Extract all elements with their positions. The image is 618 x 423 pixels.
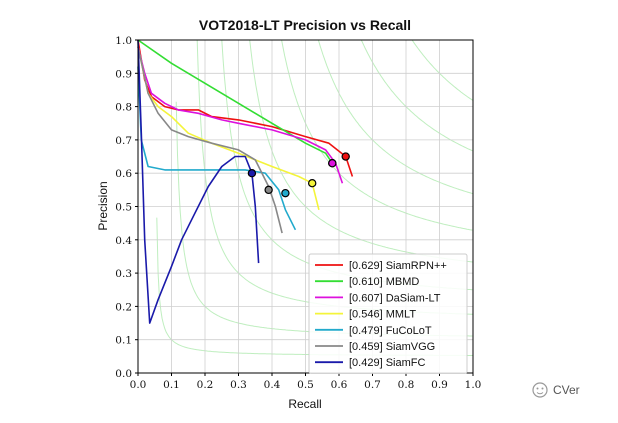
iso-f-contour <box>360 40 473 152</box>
x-tick-label: 0.1 <box>163 379 180 391</box>
x-tick-label: 0.8 <box>398 379 415 391</box>
iso-f-contour <box>411 40 473 101</box>
y-tick-label: 0.3 <box>115 268 132 280</box>
x-tick-labels: 0.0 0.1 0.2 0.3 0.4 0.5 0.6 0.7 0.8 0.9 1.0 <box>130 373 482 391</box>
x-axis-label: Recall <box>288 397 321 411</box>
chart-title: VOT2018-LT Precision vs Recall <box>199 17 411 33</box>
y-tick-label: 0.9 <box>115 68 132 80</box>
x-tick-label: 0.3 <box>230 379 247 391</box>
y-tick-label: 0.7 <box>115 135 132 147</box>
x-tick-label: 0.2 <box>197 379 214 391</box>
legend-label-2: [0.607] DaSiam-LT <box>349 292 441 304</box>
series-layer <box>137 39 354 324</box>
series-line-1 <box>137 39 333 164</box>
x-tick-label: 0.4 <box>264 379 281 391</box>
legend-label-3: [0.546] MMLT <box>349 309 416 321</box>
legend-label-6: [0.429] SiamFC <box>349 357 425 369</box>
y-tick-label: 0.1 <box>115 335 132 347</box>
iso-f-contour <box>281 40 473 231</box>
y-tick-label: 0.2 <box>115 301 132 313</box>
x-tick-label: 0.0 <box>130 379 147 391</box>
y-tick-label: 0.5 <box>115 202 132 214</box>
series-marker-6 <box>247 168 257 178</box>
x-tick-label: 0.7 <box>364 379 381 391</box>
series-marker-5 <box>264 185 273 195</box>
x-tick-label: 0.9 <box>431 379 448 391</box>
y-tick-label: 1.0 <box>115 35 132 47</box>
wechat-icon <box>532 382 548 398</box>
series-marker-4 <box>281 188 290 198</box>
series-line-4 <box>137 66 297 231</box>
y-tick-labels: 0.0 0.1 0.2 0.3 0.4 0.5 0.6 0.7 0.8 0.9 1.0 <box>115 35 138 380</box>
series-line-2 <box>137 46 344 184</box>
x-tick-label: 0.6 <box>331 379 348 391</box>
legend-label-4: [0.479] FuCoLoT <box>349 325 432 337</box>
legend-label-5: [0.459] SiamVGG <box>349 341 435 353</box>
series-marker-0 <box>341 152 350 161</box>
watermark: CVer <box>532 382 580 398</box>
y-axis-label: Precision <box>96 181 110 230</box>
series-marker-2 <box>328 159 337 168</box>
series-line-6 <box>137 39 260 324</box>
series-marker-3 <box>308 178 317 188</box>
watermark-text: CVer <box>553 383 580 397</box>
x-tick-label: 0.5 <box>297 379 314 391</box>
y-tick-label: 0.0 <box>115 368 132 380</box>
x-tick-label: 1.0 <box>465 379 482 391</box>
legend: [0.629] SiamRPN++ [0.610] MBMD [0.607] DaS… <box>308 253 468 374</box>
y-tick-label: 0.4 <box>115 235 132 247</box>
legend-label-1: [0.610] MBMD <box>349 276 419 288</box>
y-tick-label: 0.8 <box>115 102 132 114</box>
iso-f-contour <box>317 40 473 195</box>
y-tick-label: 0.6 <box>115 168 132 180</box>
legend-label-0: [0.629] SiamRPN++ <box>349 260 447 272</box>
markers-layer <box>247 152 350 198</box>
legend-box <box>308 253 468 374</box>
